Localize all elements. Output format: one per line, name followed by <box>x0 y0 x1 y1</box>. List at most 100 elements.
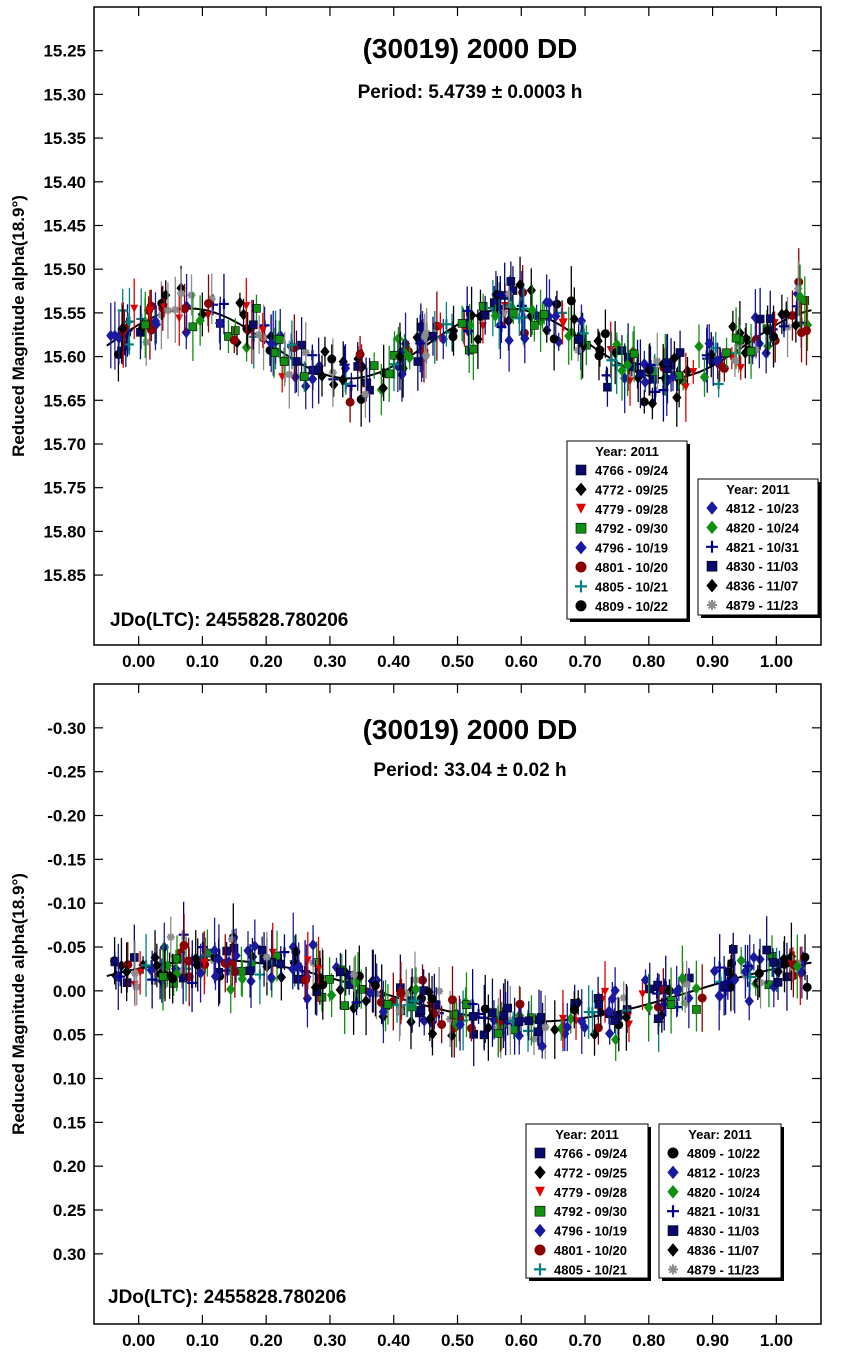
data-point <box>779 321 790 332</box>
y-tick-labels: 15.25 15.30 15.35 15.40 15.45 15.50 15.55 15.60… <box>43 42 86 585</box>
data-point <box>594 999 604 1009</box>
data-point <box>800 952 810 962</box>
legend-marker <box>534 1244 546 1256</box>
legend-entry: 4779 - 09/28 <box>595 502 668 517</box>
y-tick-labels: -0.30 -0.25 -0.20 -0.15 -0.10 -0.05 0.00 0.05 0.… <box>47 719 86 1264</box>
data-point <box>773 978 783 987</box>
data-point <box>672 985 682 998</box>
legend-entry: 4830 - 11/03 <box>726 559 798 574</box>
legend-marker <box>576 503 586 514</box>
data-point <box>569 313 579 325</box>
data-point <box>340 1001 349 1011</box>
data-point <box>365 986 375 999</box>
data-point <box>629 349 639 359</box>
data-point <box>677 972 687 984</box>
legend-left: Year: 2011 4766 - 09/24 4772 - 09/25 4779 -… <box>566 440 690 622</box>
data-point <box>130 969 139 978</box>
data-point <box>350 970 359 979</box>
legend-marker <box>534 1223 546 1238</box>
data-point <box>266 971 276 984</box>
x-tick-label: 0.40 <box>377 652 410 671</box>
data-point <box>314 965 323 974</box>
data-point <box>269 348 279 358</box>
data-point <box>350 976 360 989</box>
data-point <box>754 337 764 350</box>
y-tick-label: 15.50 <box>43 260 86 279</box>
data-point <box>268 948 277 957</box>
data-point <box>541 1023 550 1032</box>
data-point <box>115 971 126 982</box>
data-point <box>640 376 650 388</box>
data-point <box>644 1001 654 1014</box>
x-tick-label: 0.00 <box>122 1331 155 1350</box>
data-point <box>338 373 348 386</box>
x-tick-label: 0.90 <box>696 1331 729 1350</box>
data-point <box>237 973 247 985</box>
data-point <box>405 351 415 364</box>
data-point <box>645 360 656 371</box>
data-point <box>227 959 237 969</box>
data-point <box>644 365 654 375</box>
data-point <box>163 306 172 315</box>
data-point <box>428 331 438 341</box>
legend-marker <box>575 482 587 497</box>
data-point <box>292 357 301 366</box>
legend-box <box>566 440 688 620</box>
data-point <box>499 1011 508 1020</box>
data-point <box>514 1017 524 1027</box>
x-tick-label: 0.90 <box>696 652 729 671</box>
data-point <box>447 995 457 1005</box>
legend-entry: 4805 - 10/21 <box>595 579 668 594</box>
data-point <box>578 328 589 339</box>
legend-marker <box>706 540 718 553</box>
legend-marker <box>575 561 587 573</box>
legend-entry: 4766 - 09/24 <box>595 463 669 478</box>
y-tick-label: 15.85 <box>43 566 86 585</box>
data-point <box>150 315 161 328</box>
data-point <box>611 360 622 371</box>
data-point <box>569 1005 579 1015</box>
legend-marker <box>707 600 717 610</box>
data-point <box>610 984 620 997</box>
data-point <box>141 960 152 971</box>
data-point <box>147 974 158 985</box>
data-point <box>328 368 337 377</box>
data-point <box>422 351 431 360</box>
data-point <box>645 984 655 994</box>
data-point <box>122 966 132 978</box>
data-point <box>562 1021 572 1033</box>
data-point <box>250 940 260 952</box>
data-point <box>681 998 690 1007</box>
legend-entry: 4812 - 10/23 <box>726 501 799 516</box>
chart-panel-top: 15.25 15.30 15.35 15.40 15.45 15.50 15.55 15.60… <box>9 6 822 671</box>
data-point <box>123 339 134 350</box>
data-point <box>355 349 365 359</box>
legend-box <box>525 1123 649 1279</box>
data-point <box>325 975 334 984</box>
data-point <box>249 320 258 330</box>
y-tick-label: 0.30 <box>53 1245 86 1264</box>
data-point <box>699 371 710 383</box>
legend-entry: 4772 - 09/25 <box>595 482 668 497</box>
data-point <box>229 335 239 345</box>
data-point <box>617 364 627 377</box>
data-point <box>114 332 124 344</box>
data-point <box>146 964 156 976</box>
data-point <box>697 993 707 1003</box>
data-point <box>536 1013 546 1022</box>
data-point <box>171 954 181 964</box>
legend-entry: 4821 - 10/31 <box>726 540 799 555</box>
data-point <box>378 1006 389 1018</box>
data-point <box>801 326 811 336</box>
legend-marker <box>706 560 718 572</box>
legend-entry: 4772 - 09/25 <box>554 1165 627 1180</box>
data-point <box>200 958 209 967</box>
data-point <box>675 348 685 357</box>
data-point <box>577 1015 587 1028</box>
legend-marker <box>575 522 587 534</box>
data-point <box>409 995 420 1006</box>
data-point <box>666 1000 676 1010</box>
data-point <box>506 277 516 286</box>
data-point <box>437 1019 447 1029</box>
